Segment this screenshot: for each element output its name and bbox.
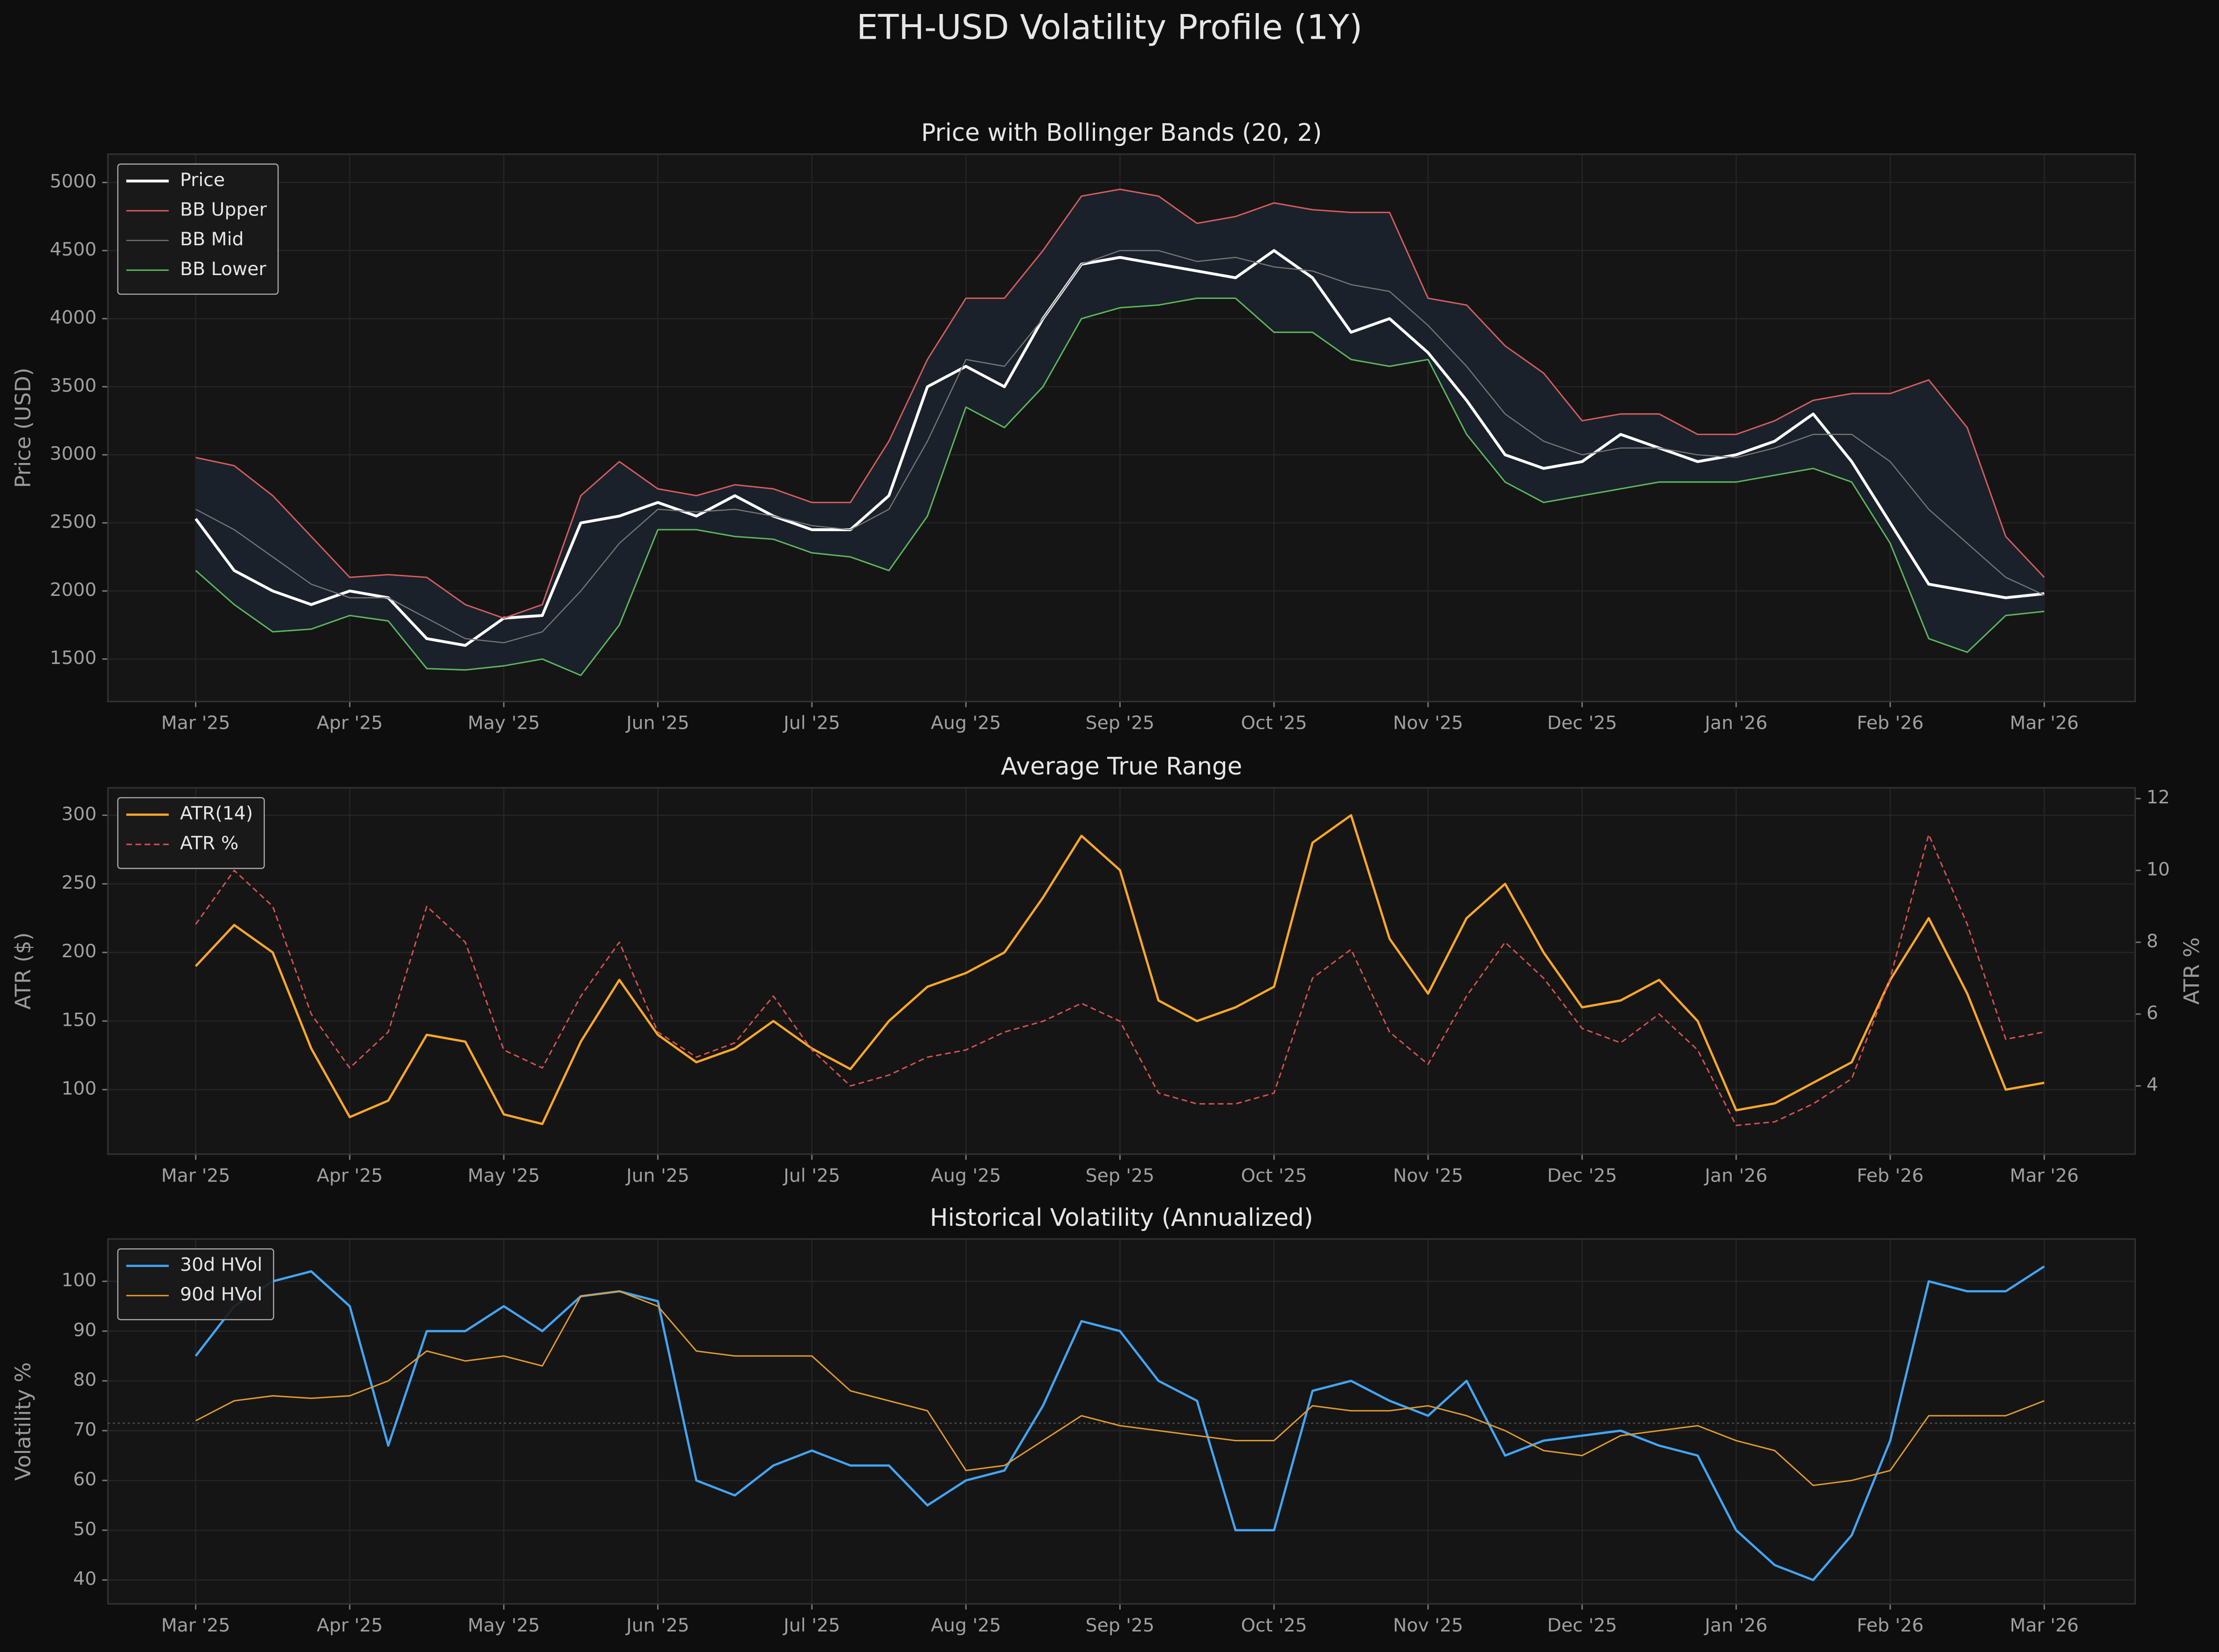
x-tick-label: Jan '26 (1704, 1615, 1768, 1636)
legend-box (117, 163, 279, 295)
legend-label: ATR(14) (180, 803, 253, 824)
x-tick-label: Feb '26 (1857, 1165, 1923, 1186)
y-axis-label: Volatility % (11, 1362, 35, 1480)
x-tick-label: Jan '26 (1704, 1165, 1768, 1186)
main-title: ETH-USD Volatility Profile (1Y) (857, 8, 1363, 48)
plot-area (108, 788, 2136, 1154)
y-tick-label: 3000 (50, 443, 97, 464)
legend-label: 90d HVol (180, 1284, 262, 1305)
y-tick-label: 40 (73, 1568, 97, 1590)
y-tick-label: 100 (62, 1270, 97, 1291)
x-tick-label: Jul '25 (782, 1615, 840, 1636)
x-tick-label: Dec '25 (1547, 1615, 1617, 1636)
band-fill (195, 189, 2045, 676)
x-tick-label: Aug '25 (931, 712, 1001, 734)
plot-area (108, 1239, 2136, 1604)
y-tick-label: 250 (62, 872, 97, 893)
x-tick-label: Jan '26 (1704, 712, 1768, 734)
y-tick-label: 60 (73, 1469, 97, 1490)
y-tick-label: 2000 (50, 579, 97, 601)
plot-frame (107, 153, 2136, 703)
y-tick-label: 4500 (50, 239, 97, 260)
x-tick-label: Mar '25 (161, 1165, 230, 1186)
x-tick-label: Jul '25 (782, 712, 840, 734)
y-tick-label: 2500 (50, 511, 97, 532)
y-tick-label: 150 (62, 1009, 97, 1030)
x-tick-label: Mar '26 (2010, 1615, 2079, 1636)
legend: Price BB Upper BB Mid BB Lower (117, 163, 279, 295)
x-tick-label: Sep '25 (1086, 1165, 1155, 1186)
x-tick-label: Feb '26 (1857, 1615, 1923, 1636)
x-tick-label: Aug '25 (931, 1615, 1001, 1636)
x-tick-label: Mar '25 (161, 1615, 230, 1636)
y-tick-label: 50 (73, 1518, 97, 1540)
x-tick-label: Mar '25 (161, 712, 230, 734)
x-tick-label: Oct '25 (1241, 1615, 1307, 1636)
x-tick-label: May '25 (468, 1165, 540, 1186)
series-line (195, 250, 2045, 643)
legend-label: ATR % (180, 832, 238, 854)
y-tick-label: 90 (73, 1319, 97, 1341)
legend-label: Price (180, 169, 225, 191)
x-tick-label: May '25 (468, 1615, 540, 1636)
series-line (194, 814, 2045, 1125)
y-axis-label: ATR ($) (11, 932, 35, 1009)
x-tick-label: Oct '25 (1241, 712, 1307, 734)
x-tick-label: Oct '25 (1241, 1165, 1307, 1186)
x-tick-label: Apr '25 (317, 1165, 383, 1186)
panel-title: Historical Volatility (Annualized) (930, 1204, 1313, 1232)
x-tick-label: Apr '25 (317, 1615, 383, 1636)
legend-label: BB Mid (180, 228, 244, 250)
x-tick-label: Apr '25 (317, 712, 383, 734)
y2-tick-label: 10 (2146, 858, 2170, 880)
x-tick-label: Sep '25 (1086, 1615, 1155, 1636)
panel-title: Average True Range (1001, 753, 1242, 781)
x-tick-label: Jun '25 (625, 1165, 689, 1186)
y2-tick-label: 12 (2146, 787, 2170, 808)
x-tick-label: Aug '25 (931, 1165, 1001, 1186)
legend-label: 30d HVol (180, 1254, 262, 1275)
legend: 30d HVol 90d HVol (117, 1248, 274, 1320)
legend-label: BB Lower (180, 258, 267, 280)
y-tick-label: 100 (62, 1078, 97, 1099)
y2-tick-label: 8 (2146, 930, 2158, 952)
y-tick-label: 200 (62, 940, 97, 962)
y-tick-label: 3500 (50, 375, 97, 396)
x-tick-label: Dec '25 (1547, 1165, 1617, 1186)
panel-title: Price with Bollinger Bands (20, 2) (921, 119, 1322, 147)
series-line (195, 297, 2045, 677)
series-line (195, 188, 2045, 619)
legend-label: BB Upper (180, 199, 267, 220)
y2-tick-label: 4 (2146, 1074, 2158, 1095)
x-tick-label: Sep '25 (1086, 712, 1155, 734)
x-tick-label: Jun '25 (625, 1615, 689, 1636)
series-line (194, 1265, 2045, 1582)
x-tick-label: Feb '26 (1857, 712, 1923, 734)
plot-frame (107, 1238, 2136, 1605)
y-tick-label: 5000 (50, 171, 97, 192)
x-tick-label: Jul '25 (782, 1165, 840, 1186)
x-tick-label: Mar '26 (2010, 712, 2079, 734)
y2-tick-label: 6 (2146, 1002, 2158, 1023)
y-tick-label: 80 (73, 1369, 97, 1390)
y2-axis-label: ATR % (2179, 937, 2204, 1005)
series-line (195, 834, 2045, 1127)
y-axis-label: Price (USD) (11, 368, 35, 488)
y-tick-label: 4000 (50, 307, 97, 328)
x-tick-label: Nov '25 (1393, 1615, 1463, 1636)
y-tick-label: 1500 (50, 647, 97, 669)
plot-frame (107, 787, 2136, 1155)
y-tick-label: 70 (73, 1419, 97, 1440)
x-tick-label: Dec '25 (1547, 712, 1617, 734)
x-tick-label: Mar '26 (2010, 1165, 2079, 1186)
y-tick-label: 300 (62, 803, 97, 825)
legend: ATR(14) ATR % (117, 797, 265, 869)
x-tick-label: Nov '25 (1393, 712, 1463, 734)
x-tick-label: Jun '25 (625, 712, 689, 734)
x-tick-label: Nov '25 (1393, 1165, 1463, 1186)
x-tick-label: May '25 (468, 712, 540, 734)
series-line (195, 1290, 2045, 1486)
